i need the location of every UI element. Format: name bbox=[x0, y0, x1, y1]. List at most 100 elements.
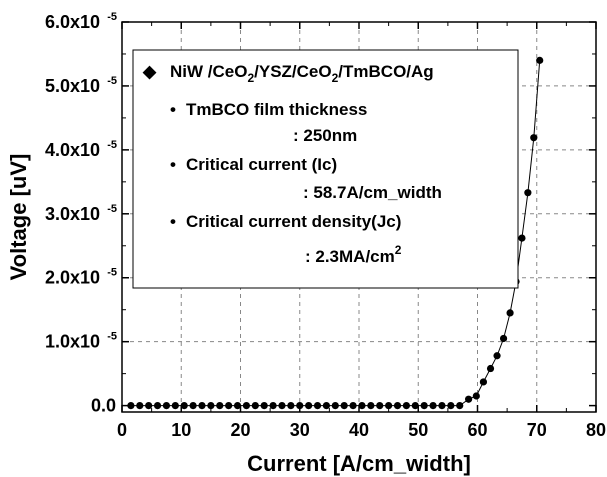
legend-item-thickness: TmBCO film thickness bbox=[186, 100, 367, 119]
data-point bbox=[385, 402, 393, 410]
data-point bbox=[429, 402, 437, 410]
x-tick-labels: 0 10 20 30 40 50 60 70 80 bbox=[117, 420, 606, 440]
legend-series-label: NiW /CeO2/YSZ/CeO2/TmBCO/Ag bbox=[170, 62, 434, 85]
data-point bbox=[486, 364, 495, 373]
data-point bbox=[438, 402, 446, 410]
data-point bbox=[465, 395, 473, 403]
x-axis-title: Current [A/cm_width] bbox=[247, 451, 471, 476]
y-tick-exponent: -5 bbox=[107, 203, 117, 215]
legend: ◆ NiW /CeO2/YSZ/CeO2/TmBCO/Ag • TmBCO fi… bbox=[132, 49, 519, 289]
data-point bbox=[287, 402, 295, 410]
data-point bbox=[376, 402, 384, 410]
data-point bbox=[260, 402, 268, 410]
data-point bbox=[207, 402, 215, 410]
data-point bbox=[530, 134, 538, 142]
x-tick-label: 80 bbox=[586, 420, 606, 440]
x-tick-label: 0 bbox=[117, 420, 127, 440]
x-tick-label: 50 bbox=[408, 420, 428, 440]
data-point bbox=[402, 402, 410, 410]
series-label-sub: 2 bbox=[247, 71, 254, 85]
y-tick-label: 4.0x10 bbox=[45, 140, 100, 160]
data-point bbox=[127, 402, 135, 410]
y-tick-labels: 0.0 1.0x10 -5 2.0x10 -5 3.0x10 -5 4.0x10 -5 5.0x1… bbox=[45, 11, 117, 416]
jc-unit-sup: 2 bbox=[395, 243, 402, 257]
data-point bbox=[536, 56, 544, 64]
y-tick-mantissa: 4.0x10 bbox=[45, 140, 100, 160]
y-tick-exponent: -5 bbox=[107, 139, 117, 151]
data-point bbox=[278, 402, 286, 410]
data-point bbox=[518, 234, 526, 242]
data-point bbox=[393, 402, 402, 410]
y-tick-exponent: -5 bbox=[107, 75, 117, 87]
data-point bbox=[251, 402, 259, 410]
y-tick-label: 1.0x10 bbox=[45, 332, 100, 352]
data-point bbox=[242, 402, 251, 410]
data-point bbox=[447, 402, 455, 410]
data-point bbox=[493, 352, 501, 360]
data-point bbox=[233, 402, 242, 410]
data-point bbox=[322, 402, 331, 410]
y-tick-label: 3.0x10 bbox=[45, 204, 100, 224]
x-tick-label: 70 bbox=[527, 420, 547, 440]
legend-item-ic: Critical current (Ic) bbox=[186, 155, 337, 174]
x-tick-label: 60 bbox=[467, 420, 487, 440]
data-point bbox=[524, 189, 532, 197]
data-point bbox=[456, 402, 464, 410]
data-point bbox=[296, 402, 304, 410]
data-point bbox=[472, 392, 480, 400]
data-point bbox=[358, 402, 366, 410]
y-tick-exponent: -5 bbox=[107, 11, 117, 23]
data-point bbox=[216, 402, 224, 410]
y-axis-title: Voltage [uV] bbox=[6, 154, 31, 281]
x-tick-label: 20 bbox=[230, 420, 250, 440]
legend-item-jc: Critical current density(Jc) bbox=[186, 212, 401, 231]
legend-value-thickness: : 250nm bbox=[293, 126, 357, 145]
legend-box bbox=[132, 49, 519, 289]
data-point bbox=[506, 309, 514, 317]
data-point bbox=[420, 402, 428, 410]
data-point bbox=[305, 402, 313, 410]
data-point bbox=[180, 402, 188, 410]
data-point bbox=[349, 402, 357, 410]
data-point bbox=[479, 378, 488, 386]
y-tick-label: 2.0x10 bbox=[45, 268, 100, 288]
data-point bbox=[411, 402, 419, 410]
y-tick-mantissa: 5.0x10 bbox=[45, 76, 100, 96]
y-tick-exponent: -5 bbox=[107, 331, 117, 343]
series-label-part: /YSZ/CeO bbox=[254, 62, 331, 81]
jc-value: : 2.3MA/cm bbox=[305, 247, 395, 266]
y-tick-label: 0.0 bbox=[91, 396, 116, 416]
y-tick-label: 5.0x10 bbox=[45, 76, 100, 96]
y-tick-mantissa: 3.0x10 bbox=[45, 204, 100, 224]
data-point bbox=[225, 402, 233, 410]
data-point bbox=[189, 402, 197, 410]
legend-marker: ◆ bbox=[142, 62, 157, 81]
data-point bbox=[171, 402, 179, 410]
data-point bbox=[367, 402, 375, 410]
data-point bbox=[153, 402, 162, 410]
data-point bbox=[499, 334, 508, 343]
x-tick-label: 40 bbox=[349, 420, 369, 440]
legend-bullet: • bbox=[170, 100, 176, 119]
x-tick-label: 10 bbox=[171, 420, 191, 440]
y-tick-exponent: -5 bbox=[107, 267, 117, 279]
data-point bbox=[136, 402, 144, 410]
series-label-part: NiW /CeO bbox=[170, 62, 247, 81]
data-point bbox=[162, 402, 171, 410]
x-tick-label: 30 bbox=[290, 420, 310, 440]
y-tick-mantissa: 2.0x10 bbox=[45, 268, 100, 288]
data-point bbox=[145, 402, 153, 410]
data-point bbox=[331, 402, 339, 410]
series-label-part: /TmBCO/Ag bbox=[338, 62, 433, 81]
legend-value-ic: : 58.7A/cm_width bbox=[303, 183, 442, 202]
y-tick-mantissa: 6.0x10 bbox=[45, 12, 100, 32]
data-point bbox=[198, 402, 206, 410]
y-tick-label: 6.0x10 bbox=[45, 12, 100, 32]
series-label-sub: 2 bbox=[332, 71, 339, 85]
legend-bullet: • bbox=[170, 155, 176, 174]
data-point bbox=[313, 402, 322, 410]
y-tick-mantissa: 1.0x10 bbox=[45, 332, 100, 352]
data-points bbox=[127, 56, 544, 410]
legend-value-jc: : 2.3MA/cm2 bbox=[305, 243, 402, 266]
